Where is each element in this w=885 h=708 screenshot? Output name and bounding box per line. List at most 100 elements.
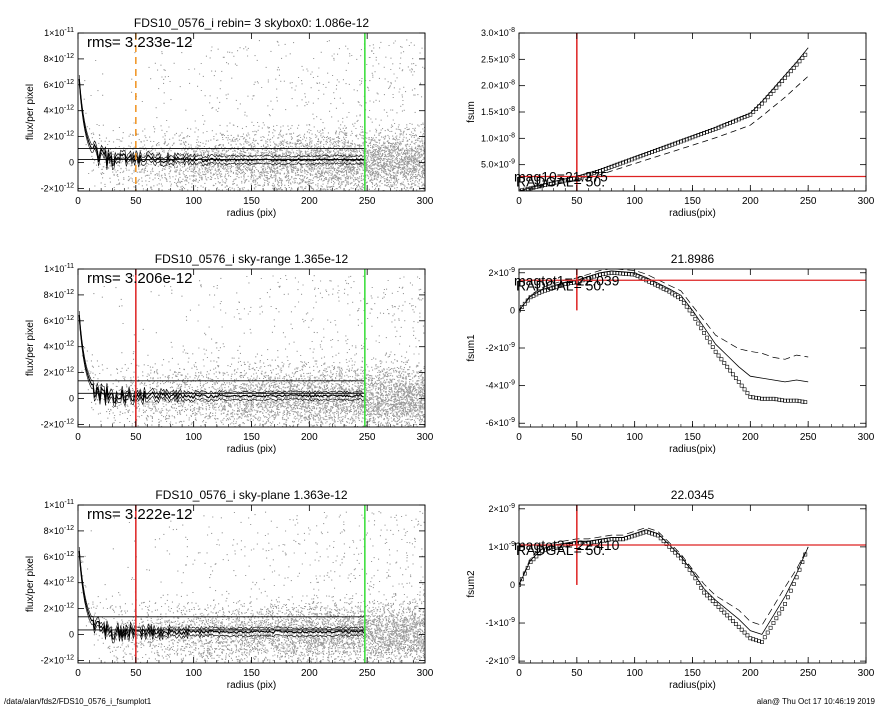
data-point [583, 277, 588, 282]
data-point [540, 548, 545, 553]
panel-p3: FDS10_0576_i sky-range 1.365e-12 0 50 100 15… [25, 252, 434, 455]
data-point [736, 624, 741, 629]
pixel-scatter [81, 511, 425, 663]
data-point [783, 398, 787, 403]
data-point [771, 396, 776, 401]
data-point [606, 165, 611, 170]
data-point [560, 283, 565, 287]
data-point [635, 532, 640, 537]
profile-upper [78, 74, 364, 163]
data-point [551, 181, 556, 186]
data-point [589, 275, 594, 280]
y-axis-title: fsum1 [466, 334, 477, 362]
y-tick-mantissa: -2×10 [41, 655, 64, 665]
data-point [786, 398, 790, 403]
y-tick-exponent: -8 [509, 53, 515, 60]
y-tick-mantissa: 5.0×10 [481, 160, 509, 170]
data-point [687, 567, 692, 572]
data-point [679, 297, 683, 301]
data-point [650, 150, 654, 154]
data-point [797, 567, 802, 572]
data-point [725, 122, 730, 127]
y-tick-mantissa: 1×10 [488, 542, 508, 552]
data-point [736, 379, 741, 384]
y-tick-label: 1×10-11 [44, 27, 74, 38]
x-tick-label: 300 [417, 196, 434, 207]
data-point [615, 271, 620, 276]
data-point [699, 132, 704, 137]
y-tick-exponent: -12 [64, 79, 74, 86]
x-tick-label: 0 [75, 668, 81, 679]
profile-lower [78, 554, 364, 644]
y-tick-mantissa: 2×10 [488, 504, 508, 514]
data-point [655, 148, 660, 152]
y-tick-label: 2.0×10-8 [481, 80, 515, 91]
data-point [621, 271, 626, 276]
data-point [690, 312, 695, 317]
chart-title: 22.0345 [671, 488, 715, 502]
x-tick-label: 150 [684, 196, 701, 207]
data-point [658, 146, 663, 151]
y-tick-exponent: -11 [64, 27, 74, 34]
data-point [731, 372, 735, 377]
y-tick-label: 2.5×10-8 [481, 53, 515, 64]
data-point [754, 107, 759, 112]
data-point [606, 271, 611, 276]
y-tick-mantissa: 1×10 [44, 28, 64, 38]
data-point [702, 331, 706, 335]
data-point [768, 396, 773, 401]
y-tick-label: 0 [510, 305, 515, 315]
data-point [534, 185, 539, 189]
x-tick-label: 250 [359, 432, 376, 443]
data-point [696, 321, 701, 326]
y-tick-label: 8×10-12 [44, 53, 75, 64]
y-tick-exponent: -12 [64, 341, 74, 348]
data-point [707, 596, 712, 601]
panel-p5: FDS10_0576_i sky-plane 1.363e-12 0 50 100 15… [25, 488, 434, 691]
plot-frame [77, 32, 426, 192]
data-point [725, 364, 730, 369]
y-tick-exponent: -9 [509, 655, 515, 662]
data-point [624, 272, 628, 276]
x-tick-label: 0 [75, 432, 81, 443]
y-tick-exponent: -8 [509, 132, 515, 139]
data-point [603, 271, 608, 276]
y-tick-exponent: -12 [64, 53, 74, 60]
y-tick-mantissa: 1×10 [44, 264, 64, 274]
y-tick-mantissa: 1×10 [44, 500, 64, 510]
data-point [655, 533, 660, 538]
data-point [777, 397, 782, 402]
data-point [748, 112, 753, 117]
y-tick-mantissa: -6×10 [485, 418, 508, 428]
y-tick-mantissa: -4×10 [485, 381, 508, 391]
radgal-annotation: RADGAL= 50. [516, 174, 605, 190]
x-tick-label: 250 [800, 432, 817, 443]
data-point [528, 560, 533, 565]
y-tick-exponent: -12 [64, 182, 74, 189]
y-tick-exponent: -9 [509, 617, 515, 624]
data-point [615, 162, 620, 167]
data-point [716, 353, 721, 358]
data-point [566, 281, 571, 286]
data-point [771, 89, 776, 93]
data-point [647, 530, 652, 535]
data-point [598, 169, 602, 173]
data-point [803, 400, 808, 404]
data-point [780, 79, 785, 83]
data-point [560, 179, 565, 184]
data-point [615, 537, 620, 542]
x-tick-label: 300 [858, 432, 875, 443]
data-point [733, 376, 738, 380]
x-tick-label: 150 [243, 196, 260, 207]
y-tick-mantissa: -2×10 [485, 656, 508, 666]
data-point [618, 537, 623, 542]
data-point [765, 630, 770, 635]
profile-line [78, 550, 365, 640]
x-axis-title: radius(pix) [669, 680, 716, 691]
data-point [693, 576, 698, 581]
y-tick-mantissa: 2.0×10 [481, 81, 509, 91]
x-tick-label: 50 [130, 668, 142, 679]
y-tick-exponent: -12 [64, 654, 74, 661]
data-point [800, 399, 805, 404]
y-tick-mantissa: 2×10 [44, 132, 64, 142]
